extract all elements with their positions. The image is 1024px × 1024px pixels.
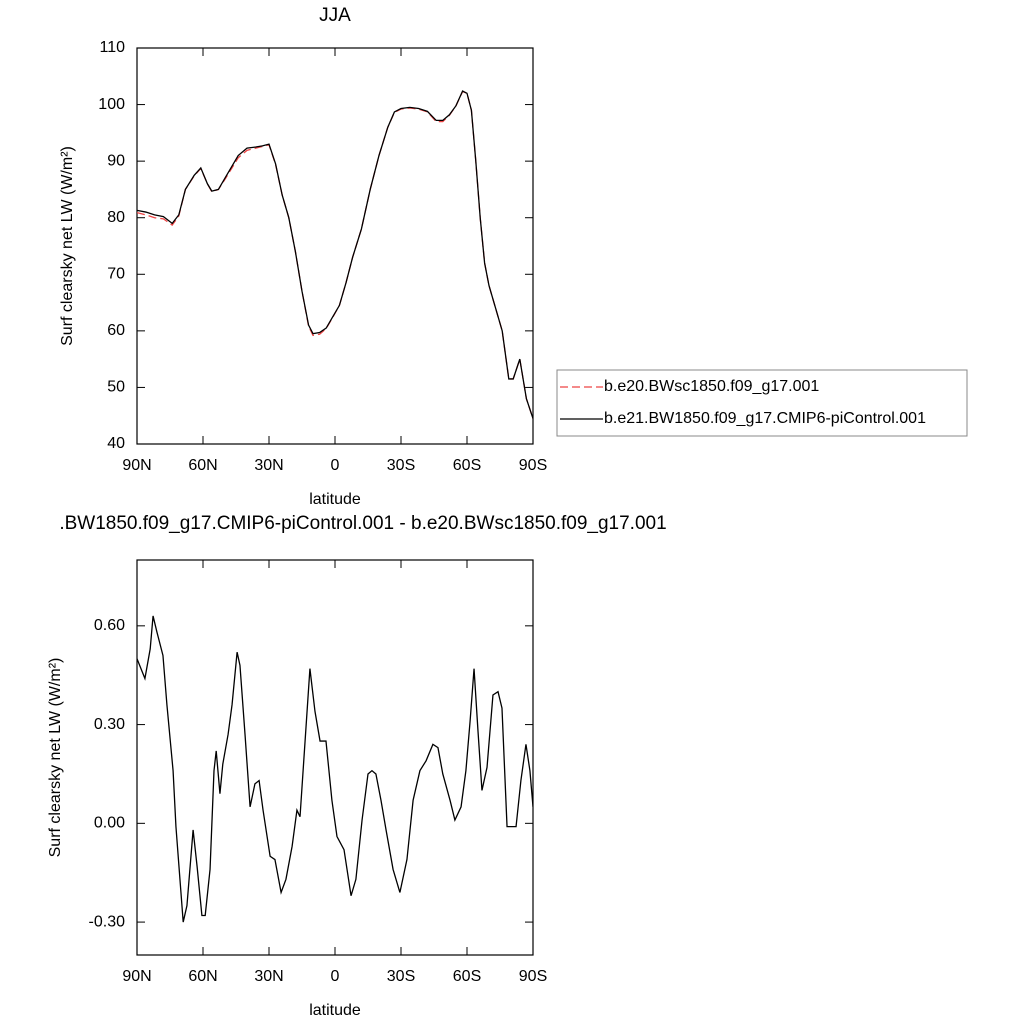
x-tick-label: 90S — [519, 968, 547, 985]
y-tick-label: 100 — [98, 96, 125, 113]
x-tick-label: 60N — [188, 457, 217, 474]
x-tick-label: 30N — [254, 968, 283, 985]
y-tick-label: 70 — [107, 266, 125, 283]
y-tick-label: 60 — [107, 322, 125, 339]
x-tick-label: 30S — [387, 968, 415, 985]
x-tick-label: 90N — [122, 457, 151, 474]
legend-label: b.e21.BW1850.f09_g17.CMIP6-piControl.001 — [604, 410, 926, 427]
x-tick-label: 60S — [453, 968, 481, 985]
x-tick-label: 30S — [387, 457, 415, 474]
y-tick-label: 0.60 — [94, 617, 125, 634]
y-tick-label: -0.30 — [89, 913, 126, 930]
y-tick-label: 90 — [107, 152, 125, 169]
plot-frame — [136, 47, 534, 445]
y-tick-label: 80 — [107, 209, 125, 226]
y-tick-label: 50 — [107, 379, 125, 396]
plot-frame — [136, 559, 534, 956]
x-axis-label: latitude — [309, 1002, 361, 1019]
y-axis-label: Surf clearsky net LW (W/m²) — [47, 658, 64, 858]
y-tick-label: 0.00 — [94, 815, 125, 832]
chart-title: .BW1850.f09_g17.CMIP6-piControl.001 - b.… — [59, 513, 666, 534]
series-line — [137, 615, 533, 923]
legend-box — [556, 369, 968, 437]
x-tick-label: 90S — [519, 457, 547, 474]
y-tick-label: 110 — [99, 39, 125, 56]
y-tick-label: 40 — [107, 435, 125, 452]
y-tick-label: 0.30 — [94, 716, 125, 733]
series-line — [137, 90, 533, 419]
x-tick-label: 0 — [331, 968, 340, 985]
x-tick-label: 30N — [254, 457, 283, 474]
x-axis-label: latitude — [309, 491, 361, 508]
x-tick-label: 60S — [453, 457, 481, 474]
legend-label: b.e20.BWsc1850.f09_g17.001 — [604, 378, 819, 395]
x-tick-label: 0 — [331, 457, 340, 474]
y-axis-label: Surf clearsky net LW (W/m²) — [59, 146, 76, 346]
chart-title: JJA — [319, 5, 351, 26]
x-tick-label: 90N — [122, 968, 151, 985]
x-tick-label: 60N — [188, 968, 217, 985]
